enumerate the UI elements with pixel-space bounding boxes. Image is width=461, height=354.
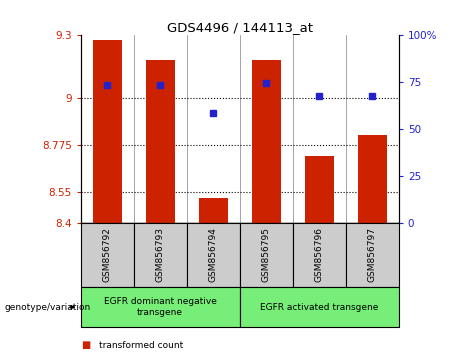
Text: EGFR activated transgene: EGFR activated transgene (260, 303, 378, 312)
Bar (93, 40, 122, 223)
Text: EGFR dominant negative
transgene: EGFR dominant negative transgene (104, 297, 217, 317)
Text: ■: ■ (81, 340, 90, 350)
Bar (252, 61, 281, 223)
Bar (305, 156, 334, 223)
Text: genotype/variation: genotype/variation (5, 303, 91, 312)
Text: GSM856793: GSM856793 (156, 227, 165, 282)
Title: GDS4496 / 144113_at: GDS4496 / 144113_at (167, 21, 313, 34)
Text: GSM856797: GSM856797 (368, 227, 377, 282)
Bar (358, 136, 387, 223)
Bar (146, 61, 175, 223)
Text: GSM856794: GSM856794 (209, 227, 218, 282)
Text: GSM856796: GSM856796 (315, 227, 324, 282)
Bar (199, 198, 228, 223)
Text: GSM856792: GSM856792 (103, 227, 112, 282)
Text: GSM856795: GSM856795 (262, 227, 271, 282)
Text: transformed count: transformed count (99, 341, 183, 350)
